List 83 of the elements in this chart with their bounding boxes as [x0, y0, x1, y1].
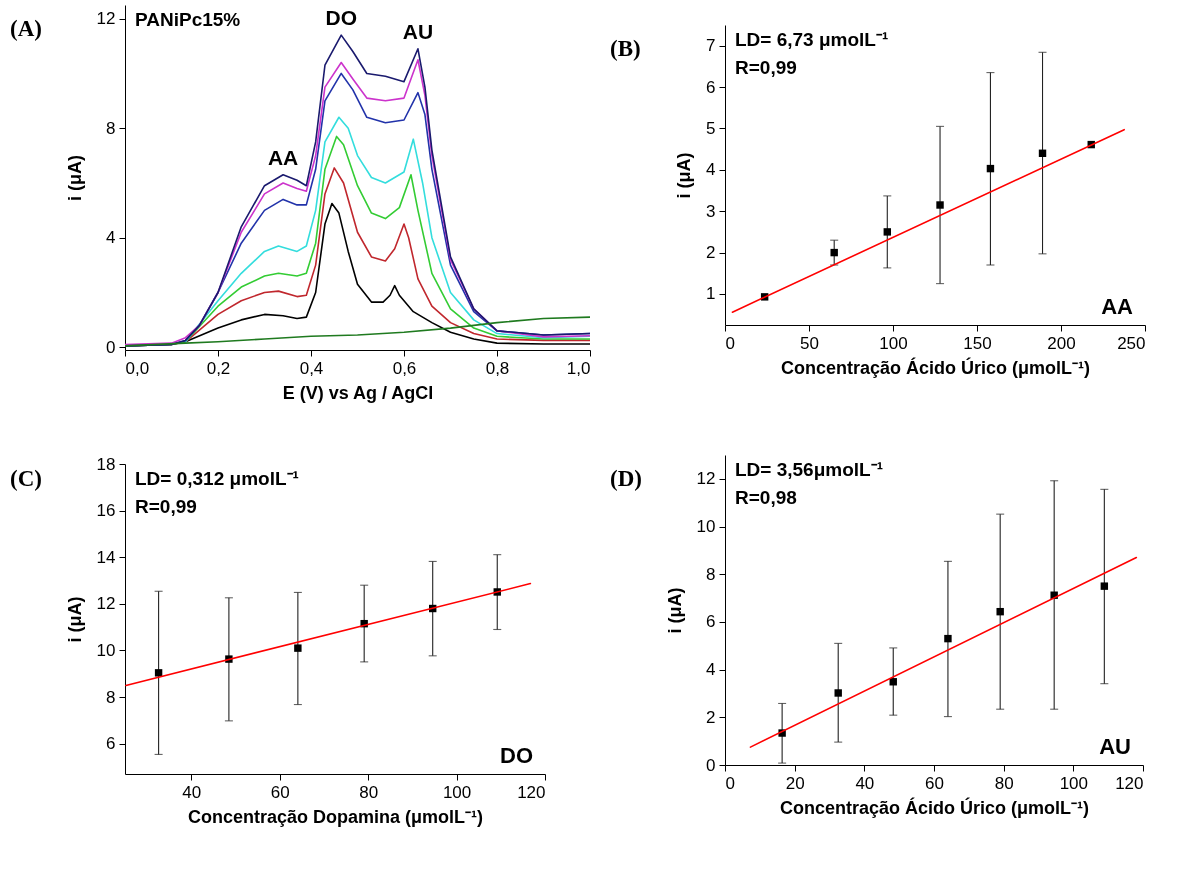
x-axis-title: Concentração Ácido Úrico (μmolL⁻¹): [780, 356, 1091, 378]
x-tick-label: 120: [517, 782, 546, 802]
y-axis-title: i (μA): [64, 154, 85, 202]
y-tick-label: 6: [706, 77, 716, 97]
x-tick-label: 50: [800, 333, 819, 353]
y-tick-label: 4: [706, 160, 716, 180]
annotation: DO: [500, 743, 533, 768]
x-tick-label: 80: [994, 773, 1014, 793]
annotation: R=0,98: [735, 487, 797, 508]
annotation: LD= 3,56μmolL⁻¹: [735, 459, 884, 480]
y-axis-title: i (μA): [64, 596, 85, 643]
y-axis-title: i (μA): [664, 587, 685, 634]
annotation: AU: [1099, 734, 1131, 759]
x-tick-label: 1,0: [566, 358, 591, 378]
chart-title: (C): [10, 466, 42, 491]
chart-title: (D): [610, 466, 642, 491]
x-tick-label: 0,4: [299, 358, 324, 378]
point: [883, 228, 891, 236]
x-tick-label: 0: [725, 773, 735, 793]
annotation: LD= 6,73 μmolL⁻¹: [735, 29, 889, 50]
annotation: AA: [267, 145, 299, 169]
x-tick-label: 0,2: [206, 358, 231, 378]
chart-title: (A): [10, 16, 42, 41]
x-tick-label: 80: [359, 782, 379, 802]
x-axis-title: E (V) vs Ag / AgCl: [282, 382, 434, 403]
annotation: PANiPc15%: [135, 9, 241, 30]
y-tick-label: 10: [696, 517, 716, 537]
y-tick-label: 12: [696, 469, 716, 489]
point: [944, 634, 952, 643]
y-tick-label: 4: [706, 660, 716, 680]
y-tick-label: 8: [106, 118, 116, 138]
y-tick-label: 1: [706, 284, 716, 304]
point: [996, 607, 1004, 616]
annotation: DO: [325, 6, 357, 30]
x-tick-label: 40: [182, 782, 202, 802]
x-tick-label: 60: [270, 782, 290, 802]
y-tick-label: 16: [96, 501, 116, 521]
point: [154, 669, 163, 677]
x-tick-label: 100: [1059, 773, 1089, 793]
y-tick-label: 6: [106, 734, 116, 754]
y-tick-label: 5: [706, 118, 716, 138]
x-tick-label: 100: [879, 333, 908, 353]
x-axis-title: Concentração Dopamina (μmolL⁻¹): [187, 806, 484, 827]
y-axis-title: i (μA): [674, 152, 695, 199]
y-tick-label: 12: [96, 9, 116, 29]
x-tick-label: 120: [1115, 773, 1144, 793]
annotation: R=0,99: [135, 496, 197, 517]
point: [830, 248, 838, 257]
annotation: R=0,99: [735, 57, 797, 78]
y-tick-label: 4: [106, 228, 116, 248]
y-tick-label: 18: [96, 454, 116, 474]
x-tick-label: 100: [442, 782, 472, 802]
x-tick-label: 60: [925, 773, 944, 793]
y-tick-label: 6: [706, 612, 716, 632]
annotation: AU: [402, 19, 434, 43]
x-axis-title: Concentração Ácido Úrico (μmolL⁻¹): [779, 796, 1090, 818]
point: [936, 201, 944, 209]
text: (B): [610, 36, 641, 61]
x-tick-label: 0,6: [392, 358, 417, 378]
point: [294, 644, 302, 652]
y-tick-label: 14: [96, 547, 116, 567]
point: [1100, 582, 1109, 590]
x-tick-label: 250: [1117, 333, 1146, 353]
y-tick-label: 10: [96, 640, 116, 660]
annotation: LD= 0,312 μmolL⁻¹: [135, 468, 299, 489]
x-tick-label: 0,8: [485, 358, 510, 378]
line-series: [125, 316, 590, 347]
x-tick-label: 40: [855, 773, 875, 793]
y-tick-label: 0: [706, 755, 716, 775]
y-tick-label: 2: [706, 707, 716, 727]
x-tick-label: 150: [963, 333, 992, 353]
y-tick-label: 2: [706, 243, 716, 263]
x-tick-label: 0: [725, 333, 735, 353]
annotation: AA: [1101, 294, 1134, 319]
y-tick-label: 3: [706, 201, 716, 221]
x-tick-label: 200: [1047, 333, 1076, 353]
y-tick-label: 8: [706, 564, 716, 584]
x-tick-label: 0,0: [125, 358, 150, 378]
y-tick-label: 12: [96, 594, 116, 614]
x-tick-label: 20: [785, 773, 805, 793]
y-tick-label: 8: [106, 687, 116, 707]
point: [834, 689, 842, 697]
y-tick-label: 7: [706, 36, 716, 56]
